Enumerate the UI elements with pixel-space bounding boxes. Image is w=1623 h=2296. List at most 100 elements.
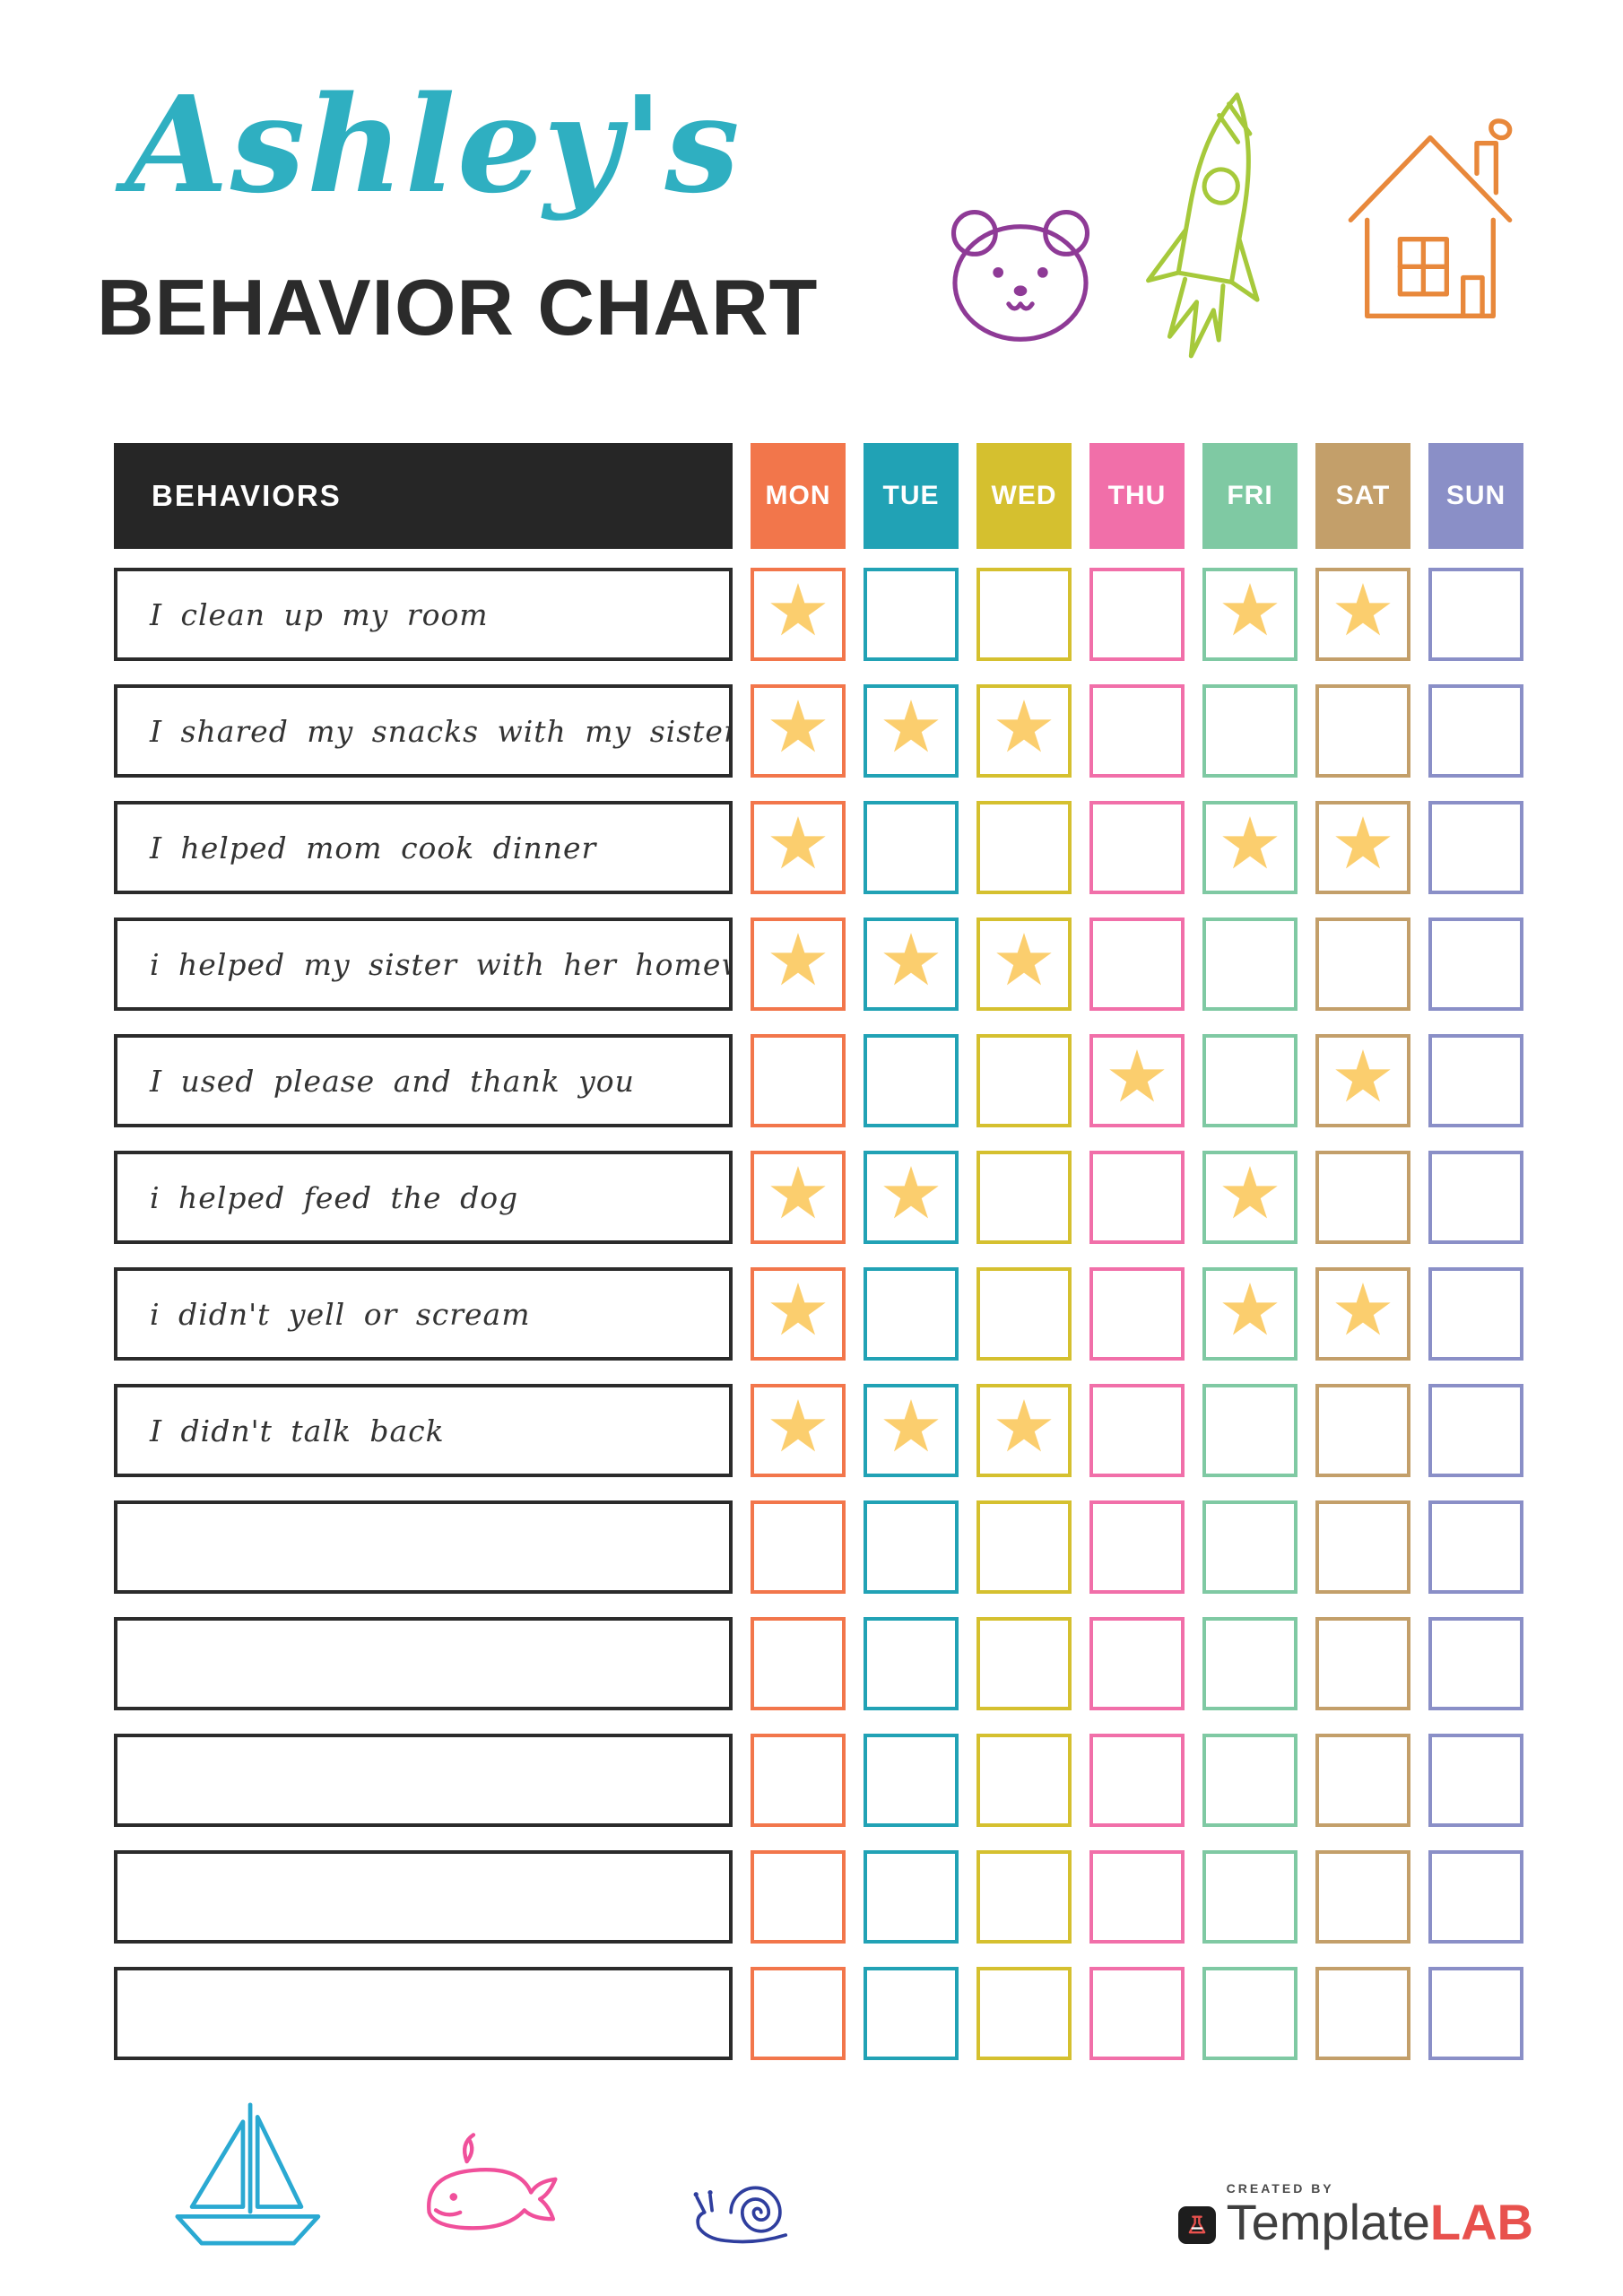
day-cell-mon[interactable] [751, 1967, 846, 2060]
day-cell-wed[interactable] [976, 1500, 1072, 1594]
day-cell-mon[interactable]: ★ [751, 568, 846, 661]
day-cell-wed[interactable] [976, 1967, 1072, 2060]
day-cell-thu[interactable] [1089, 1617, 1185, 1710]
day-cell-sun[interactable] [1428, 568, 1523, 661]
day-cell-sat[interactable] [1315, 684, 1410, 778]
day-cell-thu[interactable] [1089, 1967, 1185, 2060]
day-cell-tue[interactable] [864, 1850, 959, 1944]
day-cell-tue[interactable] [864, 1500, 959, 1594]
day-cell-wed[interactable] [976, 1151, 1072, 1244]
day-cell-tue[interactable]: ★ [864, 918, 959, 1011]
behavior-row-13 [114, 1967, 1523, 2060]
day-cell-tue[interactable] [864, 568, 959, 661]
day-cell-fri[interactable] [1202, 1967, 1298, 2060]
day-cell-wed[interactable]: ★ [976, 918, 1072, 1011]
day-cell-sun[interactable] [1428, 1267, 1523, 1361]
day-cell-sat[interactable] [1315, 1617, 1410, 1710]
day-cell-sun[interactable] [1428, 1034, 1523, 1127]
day-cell-tue[interactable]: ★ [864, 1384, 959, 1477]
day-cell-sun[interactable] [1428, 801, 1523, 894]
day-cell-fri[interactable] [1202, 684, 1298, 778]
day-cell-sat[interactable] [1315, 1384, 1410, 1477]
day-cell-mon[interactable]: ★ [751, 918, 846, 1011]
day-cell-sun[interactable] [1428, 918, 1523, 1011]
day-cell-sat[interactable]: ★ [1315, 568, 1410, 661]
day-cell-thu[interactable] [1089, 684, 1185, 778]
day-cell-mon[interactable] [751, 1850, 846, 1944]
day-cell-wed[interactable] [976, 1034, 1072, 1127]
day-cell-sun[interactable] [1428, 684, 1523, 778]
day-cell-tue[interactable] [864, 1267, 959, 1361]
day-cell-tue[interactable] [864, 1734, 959, 1827]
day-cell-thu[interactable] [1089, 1151, 1185, 1244]
day-cell-sun[interactable] [1428, 1617, 1523, 1710]
day-cell-sun[interactable] [1428, 1967, 1523, 2060]
star-icon: ★ [1218, 804, 1282, 883]
day-cell-sat[interactable] [1315, 1151, 1410, 1244]
day-cell-wed[interactable] [976, 1850, 1072, 1944]
day-cell-thu[interactable] [1089, 1734, 1185, 1827]
day-cell-fri[interactable] [1202, 918, 1298, 1011]
day-cell-wed[interactable]: ★ [976, 684, 1072, 778]
day-cell-wed[interactable] [976, 1734, 1072, 1827]
behavior-label: I didn't talk back [114, 1384, 733, 1477]
day-cell-mon[interactable]: ★ [751, 684, 846, 778]
day-cell-tue[interactable] [864, 1034, 959, 1127]
day-cell-mon[interactable] [751, 1734, 846, 1827]
day-cell-fri[interactable] [1202, 1734, 1298, 1827]
day-cell-thu[interactable] [1089, 1500, 1185, 1594]
day-cell-mon[interactable]: ★ [751, 801, 846, 894]
day-cell-fri[interactable]: ★ [1202, 1267, 1298, 1361]
day-cell-sat[interactable] [1315, 918, 1410, 1011]
day-cell-sat[interactable]: ★ [1315, 801, 1410, 894]
day-cell-sun[interactable] [1428, 1384, 1523, 1477]
day-cell-thu[interactable]: ★ [1089, 1034, 1185, 1127]
day-cell-tue[interactable] [864, 1617, 959, 1710]
day-cell-tue[interactable] [864, 801, 959, 894]
day-cell-mon[interactable]: ★ [751, 1267, 846, 1361]
day-cell-fri[interactable] [1202, 1617, 1298, 1710]
day-cell-sat[interactable] [1315, 1850, 1410, 1944]
day-cell-thu[interactable] [1089, 568, 1185, 661]
day-cell-mon[interactable] [751, 1617, 846, 1710]
day-cell-sat[interactable]: ★ [1315, 1034, 1410, 1127]
day-cell-wed[interactable] [976, 801, 1072, 894]
day-cell-sat[interactable] [1315, 1734, 1410, 1827]
day-cell-tue[interactable]: ★ [864, 1151, 959, 1244]
star-icon: ★ [879, 1153, 943, 1233]
day-cell-mon[interactable]: ★ [751, 1384, 846, 1477]
day-cell-thu[interactable] [1089, 1850, 1185, 1944]
star-icon: ★ [766, 687, 830, 767]
day-cell-fri[interactable] [1202, 1500, 1298, 1594]
day-header-wed: WED [976, 443, 1072, 549]
day-cell-thu[interactable] [1089, 1384, 1185, 1477]
day-cell-fri[interactable] [1202, 1850, 1298, 1944]
day-cell-mon[interactable]: ★ [751, 1151, 846, 1244]
star-icon: ★ [1331, 804, 1395, 883]
day-cell-fri[interactable]: ★ [1202, 801, 1298, 894]
day-cell-sun[interactable] [1428, 1734, 1523, 1827]
day-cell-fri[interactable]: ★ [1202, 568, 1298, 661]
day-cell-thu[interactable] [1089, 918, 1185, 1011]
day-cell-mon[interactable] [751, 1034, 846, 1127]
day-cell-sun[interactable] [1428, 1500, 1523, 1594]
day-cell-fri[interactable] [1202, 1034, 1298, 1127]
day-cell-tue[interactable]: ★ [864, 684, 959, 778]
day-cell-wed[interactable]: ★ [976, 1384, 1072, 1477]
day-cell-wed[interactable] [976, 568, 1072, 661]
day-cell-sat[interactable]: ★ [1315, 1267, 1410, 1361]
day-cell-fri[interactable]: ★ [1202, 1151, 1298, 1244]
day-cell-sat[interactable] [1315, 1500, 1410, 1594]
day-cell-thu[interactable] [1089, 1267, 1185, 1361]
day-cell-fri[interactable] [1202, 1384, 1298, 1477]
day-cell-mon[interactable] [751, 1500, 846, 1594]
day-cell-wed[interactable] [976, 1617, 1072, 1710]
star-icon: ★ [1331, 1270, 1395, 1350]
day-cell-thu[interactable] [1089, 801, 1185, 894]
behavior-row-2: I shared my snacks with my sister ★ ★ ★ [114, 684, 1523, 778]
day-cell-tue[interactable] [864, 1967, 959, 2060]
day-cell-wed[interactable] [976, 1267, 1072, 1361]
day-cell-sun[interactable] [1428, 1850, 1523, 1944]
day-cell-sun[interactable] [1428, 1151, 1523, 1244]
day-cell-sat[interactable] [1315, 1967, 1410, 2060]
